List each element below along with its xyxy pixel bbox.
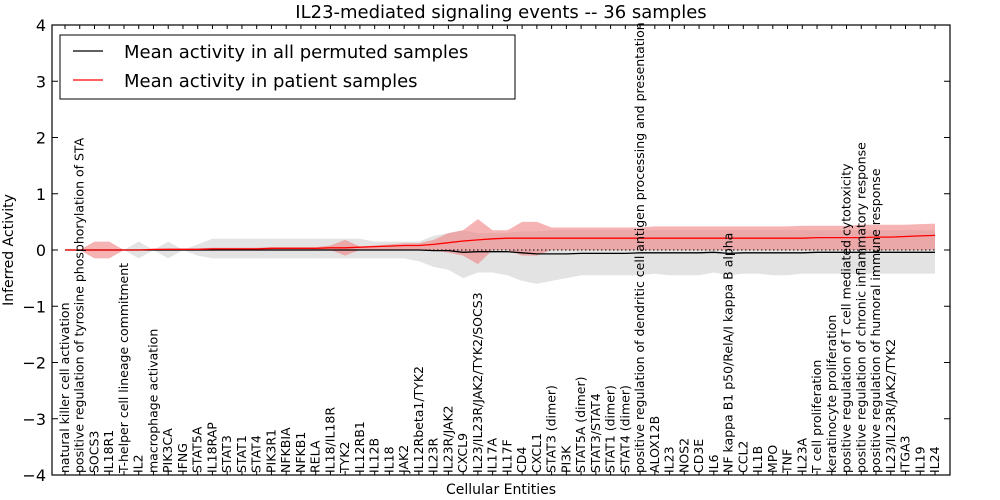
x-tick-label: keratinocyte proliferation bbox=[824, 315, 839, 473]
x-tick-label: IFNG bbox=[175, 443, 190, 473]
x-tick-label: IL23R/JAK2 bbox=[440, 405, 455, 473]
legend-label-patient: Mean activity in patient samples bbox=[124, 71, 418, 92]
x-tick-label: NFKBIA bbox=[278, 427, 293, 473]
x-tick-label: STAT5A (dimer) bbox=[573, 377, 588, 473]
x-tick-label: NOS2 bbox=[676, 438, 691, 473]
x-tick-label: TNF bbox=[780, 449, 795, 474]
confidence-bands bbox=[65, 219, 935, 284]
x-tick-label: IL24 bbox=[927, 446, 942, 473]
x-tick-label: CD4 bbox=[514, 447, 529, 473]
line-permuted bbox=[65, 249, 935, 255]
x-tick-label: PIK3CA bbox=[160, 428, 175, 473]
x-tick-label: JAK2 bbox=[396, 445, 411, 474]
x-tick-label: IL18/IL18R bbox=[322, 407, 337, 473]
x-tick-label: natural killer cell activation bbox=[57, 302, 72, 473]
x-tick-label: positive regulation of tyrosine phosphor… bbox=[72, 137, 87, 473]
x-tick-label: IL17F bbox=[499, 439, 514, 473]
x-tick-label: macrophage activation bbox=[146, 329, 161, 473]
x-tick-label: STAT4 bbox=[249, 435, 264, 473]
x-tick-label: CCL2 bbox=[735, 441, 750, 473]
x-tick-label: IL12RB1 bbox=[352, 421, 367, 473]
x-tick-label: positive regulation of T cell mediated c… bbox=[839, 163, 854, 473]
x-tick-label: STAT3 (dimer) bbox=[544, 385, 559, 473]
y-tick-label: 0 bbox=[36, 241, 46, 260]
x-tick-label: STAT3 bbox=[219, 435, 234, 473]
x-tick-label: IL23A bbox=[794, 437, 809, 473]
y-tick-label: 3 bbox=[36, 72, 46, 91]
x-tick-label: IL6 bbox=[706, 454, 721, 473]
x-tick-label: positive regulation of humoral immune re… bbox=[868, 168, 883, 473]
axes: −4 −3 −2 −1 0 1 2 3 4 bbox=[22, 16, 951, 485]
x-axis-label: Cellular Entities bbox=[446, 482, 556, 498]
line-patient bbox=[65, 234, 936, 251]
x-tick-label: STAT3/STAT4 bbox=[588, 393, 603, 473]
x-tick-label: IL23/IL23R/JAK2/TYK2 bbox=[883, 339, 898, 473]
x-tick-label: IL23 bbox=[662, 446, 677, 473]
x-tick-label: RELA bbox=[308, 440, 323, 473]
x-tick-label: IL17A bbox=[485, 437, 500, 473]
x-tick-label: IL1B bbox=[750, 446, 765, 473]
x-tick-label: TYK2 bbox=[337, 442, 352, 474]
x-tick-label: STAT1 (dimer) bbox=[603, 385, 618, 473]
x-tick-label: IL18 bbox=[381, 446, 396, 473]
x-tick-label: positive regulation of dendritic cell an… bbox=[632, 22, 647, 473]
x-tick-label: NFKB1 bbox=[293, 432, 308, 473]
x-tick-label: NF kappa B1 p50/RelA/I kappa B alpha bbox=[721, 233, 736, 473]
x-tick-label: IL23R bbox=[426, 437, 441, 473]
x-tick-label: IL23/IL23R/JAK2/TYK2/SOCS3 bbox=[470, 292, 485, 473]
legend-label-permuted: Mean activity in all permuted samples bbox=[124, 42, 468, 63]
x-tick-label: T cell proliferation bbox=[809, 360, 824, 474]
x-tick-label: CXCL9 bbox=[455, 433, 470, 473]
x-tick-label: IL18RAP bbox=[205, 422, 220, 473]
x-tick-label: CXCL1 bbox=[529, 433, 544, 473]
legend: Mean activity in all permuted samples Me… bbox=[59, 34, 516, 100]
y-axis-label: Inferred Activity bbox=[1, 194, 17, 306]
series-lines bbox=[64, 234, 936, 255]
x-tick-label: positive regulation of chronic inflammat… bbox=[853, 142, 868, 473]
x-tick-label: SOCS3 bbox=[87, 431, 102, 473]
x-tick-label: ALOX12B bbox=[647, 416, 662, 473]
x-tick-label: ITGA3 bbox=[898, 435, 913, 473]
x-tick-label: PIK3R1 bbox=[263, 429, 278, 473]
x-tick-label: MPO bbox=[765, 445, 780, 473]
x-tick-label: PI3K bbox=[558, 445, 573, 473]
x-tick-label: T-helper cell lineage commitment bbox=[116, 263, 131, 474]
x-tick-label: STAT4 (dimer) bbox=[617, 385, 632, 473]
y-tick-label: −4 bbox=[22, 466, 46, 485]
y-tick-label: −3 bbox=[22, 410, 46, 429]
x-tick-label: STAT1 bbox=[234, 435, 249, 473]
y-tick-label: 2 bbox=[36, 129, 46, 148]
x-tick-label: IL12Rbeta1/TYK2 bbox=[411, 366, 426, 473]
x-tick-label: STAT5A bbox=[190, 426, 205, 473]
x-tick-label: IL12B bbox=[367, 438, 382, 473]
chart-title: IL23-mediated signaling events -- 36 sam… bbox=[295, 2, 706, 23]
y-tick-label: −2 bbox=[22, 354, 46, 373]
band-patient bbox=[65, 219, 935, 265]
x-tick-label: IL18R1 bbox=[101, 430, 116, 473]
legend-box bbox=[59, 34, 516, 100]
y-tick-label: 4 bbox=[36, 16, 46, 35]
x-tick-label: CD3E bbox=[691, 439, 706, 473]
y-tick-label: 1 bbox=[36, 185, 46, 204]
x-tick-label: IL19 bbox=[912, 446, 927, 473]
y-tick-label: −1 bbox=[22, 297, 46, 316]
x-tick-labels: natural killer cell activation positive r… bbox=[57, 22, 942, 474]
x-tick-label: IL2 bbox=[131, 454, 146, 473]
